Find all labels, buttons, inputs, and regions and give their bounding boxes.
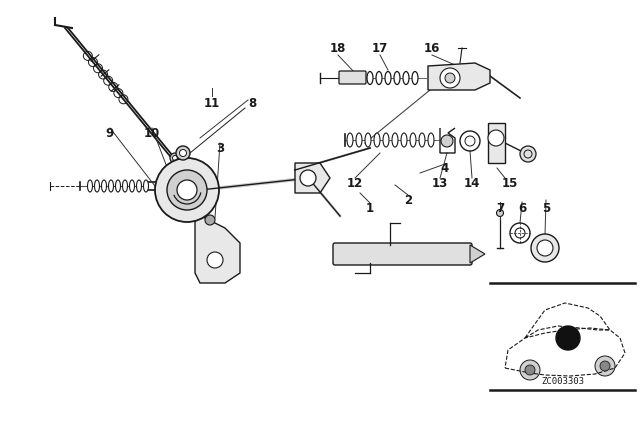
- Ellipse shape: [136, 180, 141, 192]
- Ellipse shape: [410, 133, 416, 147]
- Circle shape: [600, 361, 610, 371]
- Text: 9: 9: [106, 126, 114, 139]
- Circle shape: [177, 180, 197, 200]
- Text: 8: 8: [248, 96, 256, 109]
- Ellipse shape: [88, 180, 93, 192]
- FancyBboxPatch shape: [333, 243, 472, 265]
- Circle shape: [155, 158, 219, 222]
- Ellipse shape: [419, 133, 425, 147]
- Text: 7: 7: [496, 202, 504, 215]
- Ellipse shape: [385, 72, 391, 85]
- Ellipse shape: [122, 180, 127, 192]
- Text: 14: 14: [464, 177, 480, 190]
- Ellipse shape: [102, 180, 106, 192]
- Ellipse shape: [356, 133, 362, 147]
- Circle shape: [207, 252, 223, 268]
- Circle shape: [167, 170, 207, 210]
- Ellipse shape: [129, 180, 134, 192]
- Circle shape: [520, 146, 536, 162]
- Text: 5: 5: [542, 202, 550, 215]
- Ellipse shape: [109, 180, 113, 192]
- Circle shape: [176, 146, 190, 160]
- Text: ZC003303: ZC003303: [541, 377, 584, 386]
- Circle shape: [488, 130, 504, 146]
- Text: 3: 3: [216, 142, 224, 155]
- Text: 2: 2: [404, 194, 412, 207]
- Circle shape: [179, 150, 186, 156]
- Polygon shape: [195, 213, 240, 283]
- Circle shape: [445, 73, 455, 83]
- Ellipse shape: [376, 72, 382, 85]
- Ellipse shape: [95, 180, 99, 192]
- Ellipse shape: [383, 133, 389, 147]
- Circle shape: [497, 210, 504, 216]
- Ellipse shape: [115, 180, 120, 192]
- Text: 15: 15: [502, 177, 518, 190]
- Ellipse shape: [428, 133, 434, 147]
- Ellipse shape: [412, 72, 418, 85]
- FancyBboxPatch shape: [339, 71, 366, 84]
- Text: 17: 17: [372, 42, 388, 55]
- Circle shape: [595, 356, 615, 376]
- Ellipse shape: [143, 180, 148, 192]
- Polygon shape: [488, 123, 505, 163]
- Ellipse shape: [401, 133, 407, 147]
- Ellipse shape: [392, 133, 398, 147]
- Ellipse shape: [365, 133, 371, 147]
- Circle shape: [556, 326, 580, 350]
- Ellipse shape: [374, 133, 380, 147]
- Text: 18: 18: [330, 42, 346, 55]
- Circle shape: [520, 360, 540, 380]
- Text: 10: 10: [144, 126, 160, 139]
- Circle shape: [537, 240, 553, 256]
- Circle shape: [525, 365, 535, 375]
- Polygon shape: [428, 63, 490, 90]
- Text: 12: 12: [347, 177, 363, 190]
- Polygon shape: [470, 245, 485, 263]
- Circle shape: [170, 153, 180, 163]
- Text: 11: 11: [204, 96, 220, 109]
- Circle shape: [440, 68, 460, 88]
- Text: 1: 1: [366, 202, 374, 215]
- Polygon shape: [155, 178, 170, 200]
- Text: 16: 16: [424, 42, 440, 55]
- Polygon shape: [295, 163, 330, 193]
- Circle shape: [205, 215, 215, 225]
- Text: 4: 4: [441, 161, 449, 175]
- Circle shape: [173, 155, 177, 160]
- Ellipse shape: [394, 72, 400, 85]
- Circle shape: [300, 170, 316, 186]
- Circle shape: [441, 135, 453, 147]
- Ellipse shape: [403, 72, 409, 85]
- Text: 13: 13: [432, 177, 448, 190]
- Circle shape: [531, 234, 559, 262]
- Ellipse shape: [367, 72, 373, 85]
- Ellipse shape: [347, 133, 353, 147]
- Text: 6: 6: [518, 202, 526, 215]
